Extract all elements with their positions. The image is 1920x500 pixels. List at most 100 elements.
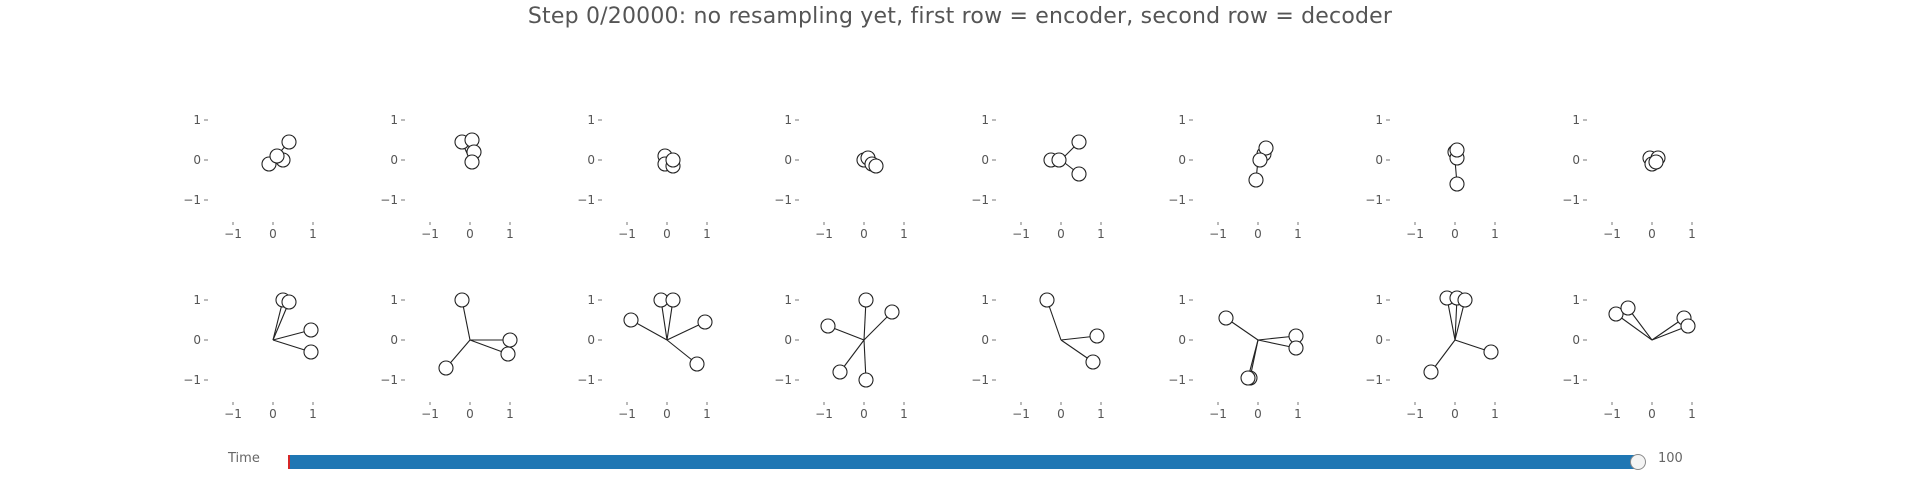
data-point [1620, 300, 1636, 316]
time-slider-start-marker [288, 455, 290, 469]
x-tick-label: 1 [900, 227, 908, 241]
x-tick-label: 0 [1451, 227, 1459, 241]
data-point [1039, 292, 1055, 308]
data-point [1288, 340, 1304, 356]
y-tick-label: 1 [784, 293, 792, 307]
y-tick-label: 0 [390, 333, 398, 347]
y-tick-label: 0 [390, 153, 398, 167]
data-point [868, 158, 884, 174]
y-tick-label: −1 [380, 373, 398, 387]
y-tick-label: 0 [193, 153, 201, 167]
data-point [1085, 354, 1101, 370]
data-point [1258, 140, 1274, 156]
data-point [502, 332, 518, 348]
y-tick-label: −1 [1168, 193, 1186, 207]
x-tick-label: 1 [309, 227, 317, 241]
data-point [820, 318, 836, 334]
y-tick-label: 0 [1375, 333, 1383, 347]
y-tick-label: 0 [784, 153, 792, 167]
y-tick-label: −1 [1562, 373, 1580, 387]
y-tick-label: 0 [587, 333, 595, 347]
data-point [1051, 152, 1067, 168]
x-tick-label: 1 [703, 407, 711, 421]
x-tick-label: 0 [269, 407, 277, 421]
y-tick-label: 0 [1572, 333, 1580, 347]
y-tick-label: 0 [1178, 333, 1186, 347]
x-tick-label: 0 [1648, 407, 1656, 421]
x-tick-label: 1 [703, 227, 711, 241]
x-tick-label: −1 [1406, 407, 1424, 421]
x-tick-label: −1 [1209, 407, 1227, 421]
x-tick-label: 1 [900, 407, 908, 421]
x-tick-label: −1 [224, 227, 242, 241]
data-point [697, 314, 713, 330]
y-tick-label: 1 [1375, 113, 1383, 127]
x-tick-label: 1 [1294, 407, 1302, 421]
data-point [858, 292, 874, 308]
data-point [1608, 306, 1624, 322]
panel-encoder-5: 1 0 −1 −1 0 1 [971, 113, 1105, 241]
x-tick-label: −1 [1406, 227, 1424, 241]
data-point [1218, 310, 1234, 326]
y-tick-label: 1 [587, 293, 595, 307]
data-point [438, 360, 454, 376]
panel-encoder-4: 1 0 −1 −1 0 1 [774, 113, 908, 241]
data-point [1089, 328, 1105, 344]
x-tick-label: 0 [860, 227, 868, 241]
y-tick-label: 0 [1375, 153, 1383, 167]
panel-decoder-2: 1 0 −1 −1 0 1 [380, 292, 518, 421]
panel-decoder-1: 1 0 −1 −1 0 1 [183, 292, 319, 421]
y-tick-label: −1 [774, 193, 792, 207]
x-tick-label: 1 [506, 227, 514, 241]
data-point [1071, 134, 1087, 150]
y-tick-label: 0 [587, 153, 595, 167]
time-slider-label: Time [228, 451, 260, 466]
x-tick-label: 0 [663, 407, 671, 421]
y-tick-label: −1 [577, 193, 595, 207]
data-point [1248, 172, 1264, 188]
x-tick-label: 1 [1688, 407, 1696, 421]
data-point [884, 304, 900, 320]
time-slider-track[interactable] [288, 454, 1646, 470]
x-tick-label: −1 [1012, 407, 1030, 421]
data-point [665, 152, 681, 168]
data-point [1240, 370, 1256, 386]
y-tick-label: −1 [1365, 193, 1383, 207]
x-tick-label: −1 [815, 407, 833, 421]
panel-encoder-3: 1 0 −1 −1 0 1 [577, 113, 711, 241]
x-tick-label: 1 [1294, 227, 1302, 241]
y-tick-label: −1 [971, 193, 989, 207]
time-slider-max-label: 100 [1658, 451, 1683, 466]
data-point [303, 344, 319, 360]
data-point [454, 292, 470, 308]
data-point [858, 372, 874, 388]
y-tick-label: −1 [1168, 373, 1186, 387]
x-tick-label: −1 [1603, 227, 1621, 241]
y-tick-label: 0 [981, 153, 989, 167]
data-point [832, 364, 848, 380]
x-tick-label: 0 [1057, 227, 1065, 241]
y-tick-label: 1 [193, 113, 201, 127]
x-tick-label: 0 [269, 227, 277, 241]
data-point [1252, 152, 1268, 168]
x-tick-label: 0 [1451, 407, 1459, 421]
time-slider-handle[interactable] [1630, 454, 1646, 470]
time-slider-fill [288, 455, 1638, 469]
data-point [281, 294, 297, 310]
y-tick-label: −1 [183, 373, 201, 387]
x-tick-label: 0 [1254, 407, 1262, 421]
data-point [500, 346, 516, 362]
x-tick-label: 0 [1057, 407, 1065, 421]
y-tick-label: 1 [1572, 113, 1580, 127]
y-tick-label: 0 [1572, 153, 1580, 167]
panel-decoder-5: 1 0 −1 −1 0 1 [971, 292, 1105, 421]
y-tick-label: −1 [1562, 193, 1580, 207]
y-tick-label: 1 [784, 113, 792, 127]
data-point [1648, 154, 1664, 170]
x-tick-label: 1 [1688, 227, 1696, 241]
data-point [1680, 318, 1696, 334]
x-tick-label: −1 [815, 227, 833, 241]
panel-encoder-1: 1 0 −1 −1 0 1 [183, 113, 317, 241]
x-tick-label: 1 [1491, 407, 1499, 421]
